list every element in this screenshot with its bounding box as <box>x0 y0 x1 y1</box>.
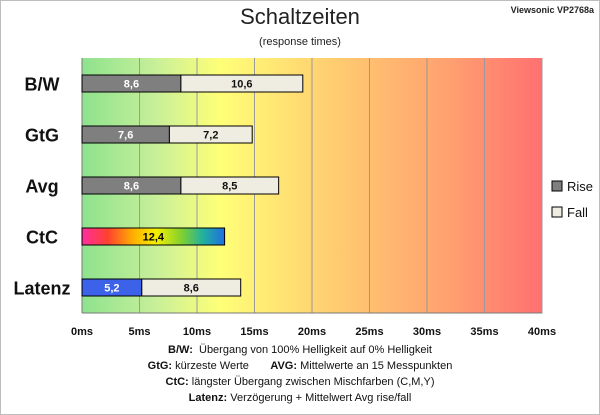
bar-label-rise: 8,6 <box>124 181 139 193</box>
category-label: Avg <box>25 177 58 197</box>
note-key: AVG: <box>270 360 298 372</box>
legend-swatch <box>551 206 563 218</box>
x-tick-label: 25ms <box>355 326 383 338</box>
x-tick-label: 5ms <box>128 326 150 338</box>
x-tick-label: 30ms <box>413 326 441 338</box>
bar-fall <box>180 176 280 195</box>
note-text: längster Übergang zwischen Mischfarben (… <box>191 376 435 388</box>
monitor-model-label: Viewsonic VP2768a <box>510 5 594 15</box>
note-key: CtC: <box>165 376 189 388</box>
note-text: kürzeste Werte <box>175 360 249 372</box>
legend-label: Fall <box>567 205 588 220</box>
chart-title: Schaltzeiten <box>240 4 360 29</box>
note-text: Übergang von 100% Helligkeit auf 0% Hell… <box>199 344 432 356</box>
bar-label-fall: 7,2 <box>203 130 218 142</box>
bar-rise <box>81 227 226 246</box>
note-key: Latenz: <box>188 392 228 404</box>
bar-fall <box>168 125 253 144</box>
bar-fall <box>180 74 304 93</box>
category-label: B/W <box>25 75 60 95</box>
bar-label-rise: 12,4 <box>143 232 165 244</box>
note-key: B/W: <box>168 344 193 356</box>
bar-fall <box>141 278 242 297</box>
note-gtg-avg: GtG: kürzeste Werte AVG: Mittelwerte an … <box>0 358 600 374</box>
x-tick-label: 0ms <box>71 326 93 338</box>
note-latenz: Latenz: Verzögerung + Mittelwert Avg ris… <box>0 390 600 406</box>
bar-label-fall: 8,6 <box>184 283 199 295</box>
bar-label-rise: 8,6 <box>124 79 139 91</box>
chart-subtitle: (response times) <box>259 36 341 48</box>
note-text: Mittelwerte an 15 Messpunkten <box>300 360 453 372</box>
note-key: GtG: <box>147 360 173 372</box>
category-label: Latenz <box>13 279 70 299</box>
note-text: Verzögerung + Mittelwert Avg rise/fall <box>230 392 412 404</box>
bar-label-rise: 5,2 <box>104 283 119 295</box>
x-tick-label: 35ms <box>470 326 498 338</box>
x-tick-label: 20ms <box>298 326 326 338</box>
note-bw: B/W: Übergang von 100% Helligkeit auf 0%… <box>0 342 600 358</box>
category-label: CtC <box>26 228 58 248</box>
bar-label-fall: 10,6 <box>231 79 252 91</box>
footnotes: B/W: Übergang von 100% Helligkeit auf 0%… <box>0 342 600 406</box>
bar-label-fall: 8,5 <box>222 181 237 193</box>
x-tick-label: 15ms <box>240 326 268 338</box>
category-label: GtG <box>25 126 59 146</box>
bar-label-rise: 7,6 <box>118 130 133 142</box>
note-ctc: CtC: längster Übergang zwischen Mischfar… <box>0 374 600 390</box>
legend-label: Rise <box>567 179 593 194</box>
x-tick-label: 10ms <box>183 326 211 338</box>
x-tick-label: 40ms <box>528 326 556 338</box>
legend-swatch <box>551 180 563 192</box>
